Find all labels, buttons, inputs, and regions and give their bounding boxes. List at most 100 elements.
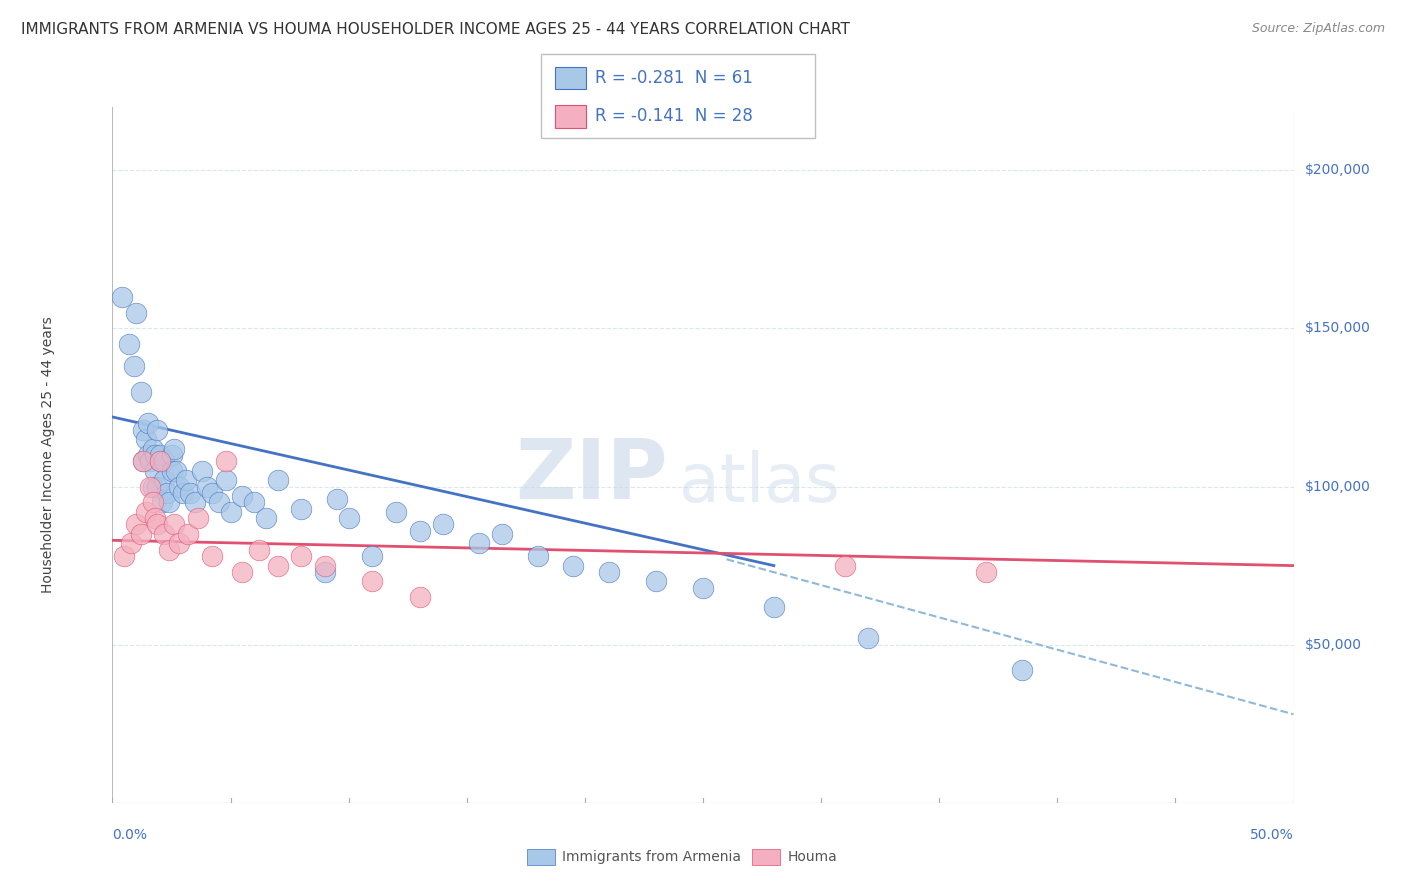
Point [361,574,384,589]
Point [201,486,224,500]
Point [243,495,266,509]
Point [201,549,224,563]
Point [160,464,183,478]
Point [142,479,165,493]
Point [174,473,197,487]
Point [167,479,190,493]
Text: atlas: atlas [679,450,841,516]
Point [157,542,180,557]
Point [146,479,169,493]
Point [165,464,187,478]
Point [153,527,176,541]
Point [191,464,214,478]
Point [834,558,856,573]
Text: R = -0.281  N = 61: R = -0.281 N = 61 [595,69,752,87]
Point [290,501,312,516]
Point [408,591,430,605]
Point [142,442,165,456]
Text: Immigrants from Armenia: Immigrants from Armenia [562,850,741,864]
Point [149,454,172,468]
Point [467,536,489,550]
Point [132,454,155,468]
Point [231,489,253,503]
Point [186,511,208,525]
Point [208,495,231,509]
Point [337,511,360,525]
Point [132,423,155,437]
Point [150,495,173,509]
Text: 50.0%: 50.0% [1250,828,1294,842]
Point [290,549,312,563]
Point [139,479,162,493]
Point [762,599,785,614]
Point [976,565,998,579]
Point [177,527,200,541]
Point [267,558,290,573]
Text: IMMIGRANTS FROM ARMENIA VS HOUMA HOUSEHOLDER INCOME AGES 25 - 44 YEARS CORRELATI: IMMIGRANTS FROM ARMENIA VS HOUMA HOUSEHO… [21,22,851,37]
Text: R = -0.141  N = 28: R = -0.141 N = 28 [595,107,752,125]
Point [112,549,135,563]
Point [385,505,408,519]
Point [526,549,548,563]
Text: $200,000: $200,000 [1305,163,1371,178]
Point [219,505,242,519]
Point [146,517,169,532]
Point [157,495,180,509]
Point [167,536,190,550]
Point [143,464,166,478]
Point [254,511,277,525]
Point [179,486,201,500]
Point [314,565,336,579]
Text: ZIP: ZIP [515,435,668,516]
Point [163,442,186,456]
Point [146,423,169,437]
Point [143,511,166,525]
Point [231,565,253,579]
Point [156,486,179,500]
Point [111,290,134,304]
Point [432,517,454,532]
Point [1011,663,1033,677]
Text: Houma: Houma [787,850,837,864]
Point [247,542,270,557]
Point [326,492,349,507]
Text: Source: ZipAtlas.com: Source: ZipAtlas.com [1251,22,1385,36]
Point [125,517,148,532]
Point [215,473,238,487]
Point [361,549,384,563]
Point [136,417,159,431]
Point [142,495,165,509]
Point [692,581,714,595]
Point [267,473,290,487]
Text: $100,000: $100,000 [1305,480,1371,493]
Text: $50,000: $50,000 [1305,638,1361,652]
Point [215,454,238,468]
Point [118,337,141,351]
Point [644,574,666,589]
Point [598,565,620,579]
Point [153,473,176,487]
Point [163,517,186,532]
Point [149,448,172,462]
Point [135,432,157,446]
Point [132,454,155,468]
Point [129,384,152,399]
Text: $150,000: $150,000 [1305,321,1371,335]
Point [314,558,336,573]
Point [491,527,513,541]
Point [125,305,148,319]
Point [195,479,218,493]
Point [149,454,172,468]
Point [122,359,145,374]
Point [135,505,157,519]
Point [153,454,176,468]
Point [129,527,152,541]
Point [858,632,880,646]
Point [120,536,142,550]
Point [143,448,166,462]
Point [139,454,162,468]
Point [562,558,585,573]
Point [184,495,207,509]
Text: Householder Income Ages 25 - 44 years: Householder Income Ages 25 - 44 years [41,317,55,593]
Point [136,448,159,462]
